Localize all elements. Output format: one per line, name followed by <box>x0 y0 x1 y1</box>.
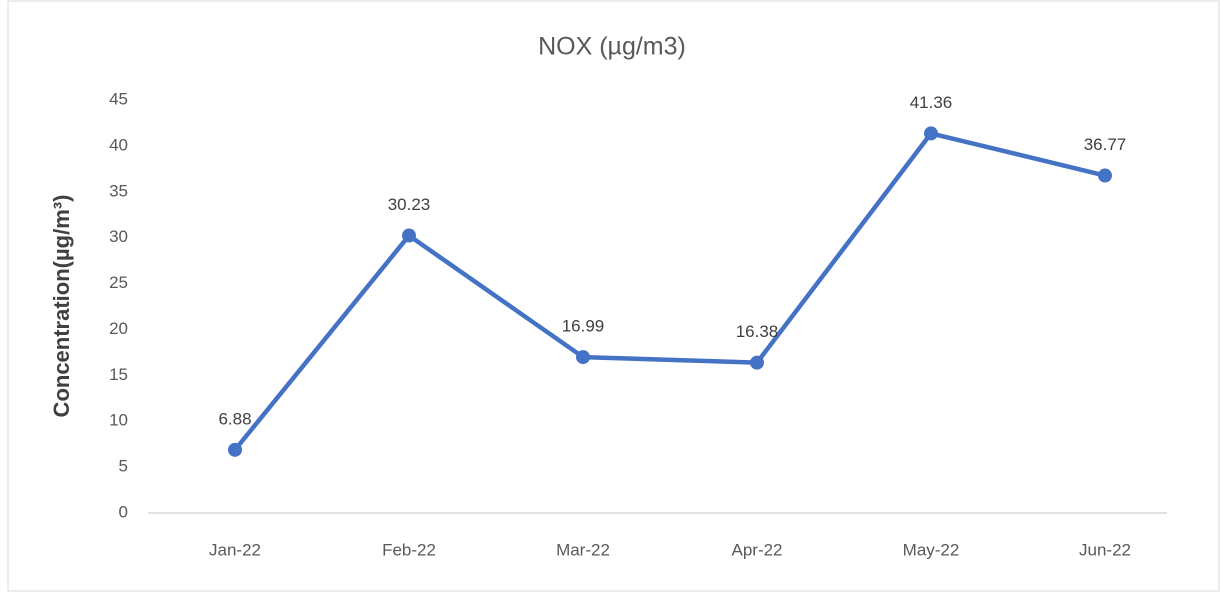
data-label: 41.36 <box>910 93 953 112</box>
y-tick-label: 25 <box>109 273 128 292</box>
y-tick-label: 15 <box>109 365 128 384</box>
y-tick-label: 10 <box>109 411 128 430</box>
marker <box>576 350 590 365</box>
x-tick-label: Jun-22 <box>1079 540 1131 559</box>
data-label: 16.38 <box>736 322 779 341</box>
x-tick-label: Apr-22 <box>731 540 782 559</box>
y-tick-label: 45 <box>109 89 128 108</box>
x-tick-label: May-22 <box>903 540 960 559</box>
y-tick-label: 30 <box>109 227 128 246</box>
marker <box>228 442 242 457</box>
data-label: 16.99 <box>562 317 605 336</box>
y-tick-label: 20 <box>109 319 128 338</box>
chart-title: NOX (µg/m3) <box>538 33 686 61</box>
y-axis-label: Concentration(µg/m³) <box>49 195 74 418</box>
data-label: 30.23 <box>388 195 431 214</box>
x-tick-label: Feb-22 <box>382 540 436 559</box>
x-tick-label: Jan-22 <box>209 540 261 559</box>
x-tick-label: Mar-22 <box>556 540 610 559</box>
line <box>233 131 1106 452</box>
y-tick-label: 5 <box>119 457 128 476</box>
marker <box>924 126 938 141</box>
data-label: 36.77 <box>1084 135 1127 154</box>
y-tick-label: 0 <box>119 502 128 521</box>
marker <box>1098 168 1112 183</box>
y-tick-label: 35 <box>109 181 128 200</box>
data-label: 6.88 <box>218 409 251 428</box>
marker <box>750 355 764 370</box>
chart-border <box>7 0 1220 592</box>
marker <box>402 228 416 243</box>
y-tick-label: 40 <box>109 135 128 154</box>
